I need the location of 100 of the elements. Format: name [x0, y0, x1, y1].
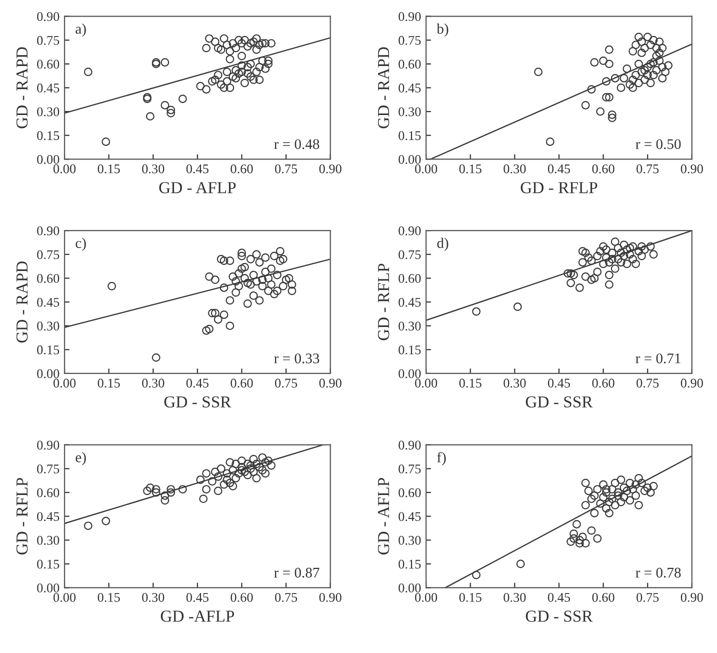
y-tick-label: 0.15 — [398, 560, 421, 569]
y-tick-label: 0.15 — [37, 345, 60, 354]
x-tick-label: 0.00 — [415, 378, 438, 388]
y-tick-label: 0.00 — [37, 369, 60, 378]
y-tick-label: 0.30 — [37, 322, 60, 331]
x-tick-label: 0.45 — [186, 378, 208, 388]
y-tick-label: 0.90 — [37, 226, 60, 236]
x-tick-label: 0.90 — [680, 164, 703, 174]
x-tick-label: 0.75 — [275, 164, 298, 174]
x-tick-label: 0.75 — [275, 378, 298, 388]
y-tick-label: 0.30 — [398, 107, 421, 116]
x-tick-label: 0.15 — [98, 164, 120, 174]
x-tick-label: 0.30 — [142, 164, 164, 174]
x-tick-label: 0.90 — [319, 592, 342, 602]
y-tick-label: 0.75 — [398, 36, 421, 45]
x-tick-label: 0.60 — [592, 378, 614, 388]
y-tick-label: 0.15 — [37, 560, 60, 569]
y-tick-label: 0.45 — [398, 298, 421, 307]
x-tick-label: 0.60 — [230, 164, 253, 174]
x-tick-label: 0.15 — [459, 378, 482, 388]
y-tick-label: 0.60 — [37, 60, 60, 69]
x-tick-label: 0.30 — [504, 164, 526, 174]
annotation: a) — [76, 23, 86, 37]
y-tick-label: 0.30 — [398, 322, 421, 331]
x-tick-label: 0.75 — [636, 164, 659, 174]
x-tick-label: 0.00 — [53, 378, 76, 388]
x-tick-label: 0.75 — [636, 592, 659, 602]
y-axis-title: GD - RAPD — [378, 47, 390, 128]
x-tick-label: 0.60 — [592, 592, 614, 602]
y-tick-label: 0.00 — [398, 154, 421, 164]
y-tick-label: 0.30 — [37, 536, 60, 545]
y-tick-label: 0.15 — [398, 345, 421, 354]
y-tick-label: 0.90 — [398, 440, 421, 450]
x-tick-label: 0.90 — [319, 378, 342, 388]
x-tick-label: 0.30 — [504, 378, 526, 388]
x-tick-label: 0.45 — [548, 164, 570, 174]
x-tick-label: 0.00 — [415, 164, 438, 174]
y-axis-title: GD - AFLP — [378, 478, 390, 554]
y-tick-label: 0.00 — [398, 369, 421, 378]
y-tick-label: 0.90 — [398, 12, 421, 22]
x-tick-label: 0.00 — [415, 592, 438, 602]
x-axis-title: GD - AFLP — [159, 182, 236, 194]
y-axis-title: GD - RFLP — [378, 264, 390, 340]
x-tick-label: 0.15 — [459, 164, 482, 174]
y-tick-label: 0.00 — [37, 154, 60, 164]
x-tick-label: 0.60 — [230, 592, 253, 602]
x-tick-label: 0.30 — [142, 378, 164, 388]
y-tick-label: 0.75 — [37, 36, 60, 45]
y-tick-label: 0.90 — [37, 12, 60, 22]
y-tick-label: 0.45 — [398, 84, 421, 93]
y-tick-label: 0.15 — [398, 131, 421, 140]
x-axis-title: GD - SSR — [526, 396, 593, 408]
y-tick-label: 0.45 — [37, 298, 60, 307]
x-tick-label: 0.15 — [98, 378, 120, 388]
y-tick-label: 0.45 — [37, 512, 60, 522]
x-axis-title: GD - SSR — [526, 610, 593, 622]
x-tick-label: 0.30 — [142, 592, 164, 602]
annotation: r = 0.48 — [274, 139, 320, 150]
x-axis-title: GD -AFLP — [160, 610, 234, 622]
annotation: d) — [437, 238, 448, 251]
x-axis-title: GD - SSR — [164, 396, 232, 408]
annotation: f) — [437, 452, 446, 466]
y-tick-label: 0.00 — [398, 584, 421, 592]
y-tick-label: 0.60 — [398, 274, 421, 283]
y-tick-label: 0.00 — [37, 584, 60, 592]
x-tick-label: 0.00 — [53, 164, 76, 174]
y-axis-title: GD - RFLP — [16, 478, 28, 554]
x-tick-label: 0.45 — [548, 592, 570, 602]
x-tick-label: 0.90 — [680, 378, 703, 388]
y-axis-title: GD - RAPD — [16, 261, 28, 343]
annotation: e) — [76, 452, 86, 466]
y-tick-label: 0.15 — [37, 131, 60, 140]
y-tick-label: 0.75 — [398, 250, 421, 260]
y-tick-label: 0.60 — [37, 488, 60, 498]
y-tick-label: 0.90 — [398, 226, 421, 236]
y-tick-label: 0.60 — [37, 274, 60, 283]
x-tick-label: 0.45 — [186, 592, 208, 602]
x-axis-title: GD - RFLP — [520, 182, 598, 194]
x-tick-label: 0.45 — [548, 378, 570, 388]
y-tick-label: 0.60 — [398, 488, 421, 498]
y-tick-label: 0.30 — [37, 107, 60, 116]
x-tick-label: 0.75 — [636, 378, 659, 388]
y-axis-title: GD - RAPD — [16, 47, 28, 128]
x-tick-label: 0.60 — [592, 164, 614, 174]
annotation: r = 0.87 — [274, 568, 320, 578]
y-tick-label: 0.75 — [37, 250, 60, 260]
y-tick-label: 0.75 — [398, 464, 421, 474]
y-tick-label: 0.45 — [37, 84, 60, 93]
annotation: c) — [76, 238, 86, 251]
x-tick-label: 0.00 — [53, 592, 76, 602]
x-tick-label: 0.15 — [459, 592, 482, 602]
x-tick-label: 0.15 — [98, 592, 120, 602]
y-tick-label: 0.30 — [398, 536, 421, 545]
annotation: r = 0.33 — [274, 353, 320, 364]
y-tick-label: 0.75 — [37, 464, 60, 474]
x-tick-label: 0.90 — [319, 164, 342, 174]
annotation: b) — [436, 23, 448, 37]
y-tick-label: 0.90 — [37, 440, 60, 450]
x-tick-label: 0.75 — [275, 592, 298, 602]
annotation: r = 0.50 — [636, 139, 681, 150]
